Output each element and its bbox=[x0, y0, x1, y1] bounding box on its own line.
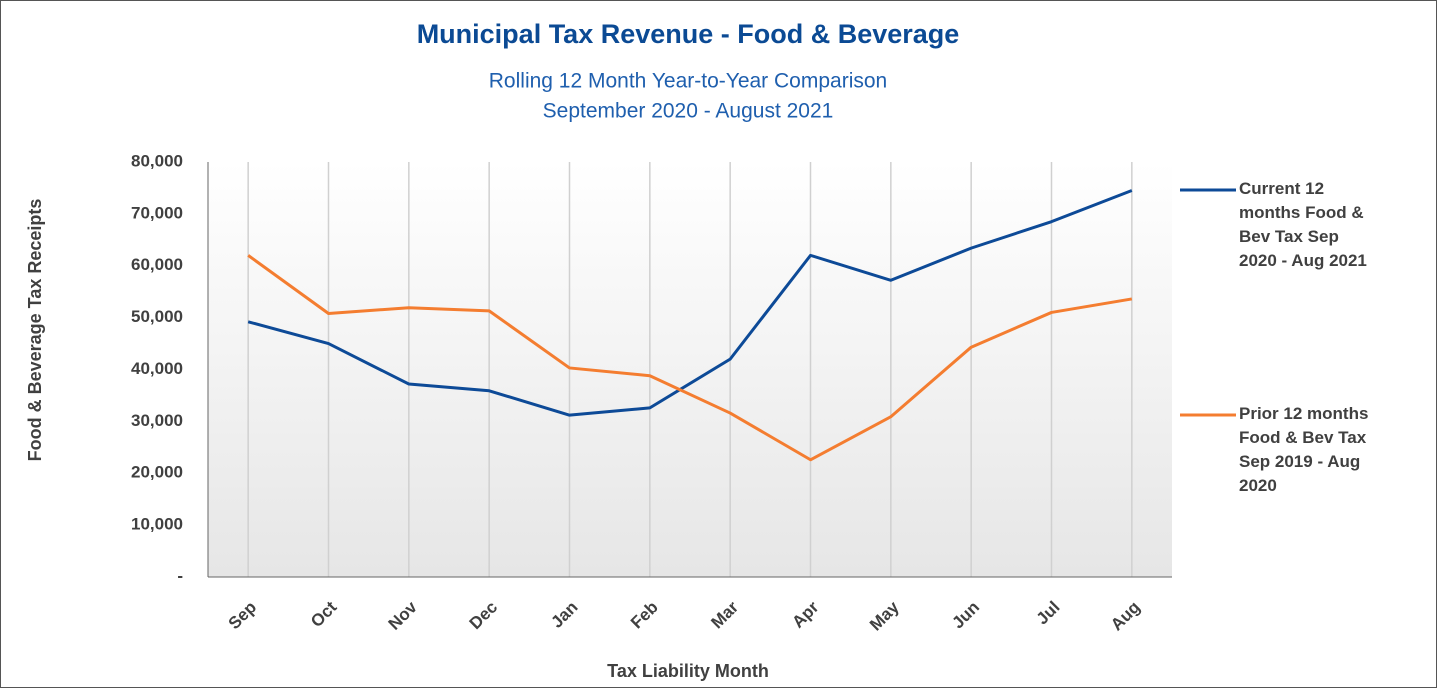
x-tick-label: Nov bbox=[385, 597, 422, 634]
plot-background bbox=[208, 162, 1172, 577]
y-tick-label: 40,000 bbox=[131, 359, 183, 378]
series-line bbox=[247, 189, 1133, 417]
y-tick-label: - bbox=[177, 566, 183, 585]
legend-label: Current 12 months Food & Bev Tax Sep 202… bbox=[1239, 179, 1367, 270]
x-tick-label: May bbox=[866, 597, 903, 634]
y-tick-label: 20,000 bbox=[131, 463, 183, 482]
series-line bbox=[247, 254, 1133, 462]
y-tick-label: 60,000 bbox=[131, 255, 183, 274]
chart-title: Municipal Tax Revenue - Food & Beverage bbox=[417, 19, 960, 49]
x-tick-label: Aug bbox=[1107, 598, 1144, 635]
x-tick-label: Jul bbox=[1033, 598, 1064, 629]
x-axis-label: Tax Liability Month bbox=[607, 661, 769, 681]
legend-label: Prior 12 months Food & Bev Tax Sep 2019 … bbox=[1239, 404, 1369, 495]
y-tick-label: 10,000 bbox=[131, 515, 183, 534]
chart-subtitle: Rolling 12 Month Year-to-Year Comparison bbox=[489, 70, 887, 93]
y-tick-label: 50,000 bbox=[131, 307, 183, 326]
x-tick-label: Mar bbox=[707, 597, 742, 632]
x-tick-label: Oct bbox=[307, 597, 341, 631]
x-tick-label: Sep bbox=[225, 598, 260, 633]
y-tick-label: 70,000 bbox=[131, 203, 183, 222]
y-tick-label: 30,000 bbox=[131, 411, 183, 430]
x-tick-label: Jan bbox=[547, 598, 581, 632]
y-tick-label: 80,000 bbox=[131, 151, 183, 170]
x-tick-label: Feb bbox=[627, 598, 662, 633]
x-tick-label: Apr bbox=[788, 597, 822, 631]
y-axis-label: Food & Beverage Tax Receipts bbox=[25, 199, 45, 462]
chart-subtitle: September 2020 - August 2021 bbox=[543, 100, 834, 123]
x-tick-label: Jun bbox=[948, 598, 983, 633]
x-tick-label: Dec bbox=[466, 598, 501, 633]
